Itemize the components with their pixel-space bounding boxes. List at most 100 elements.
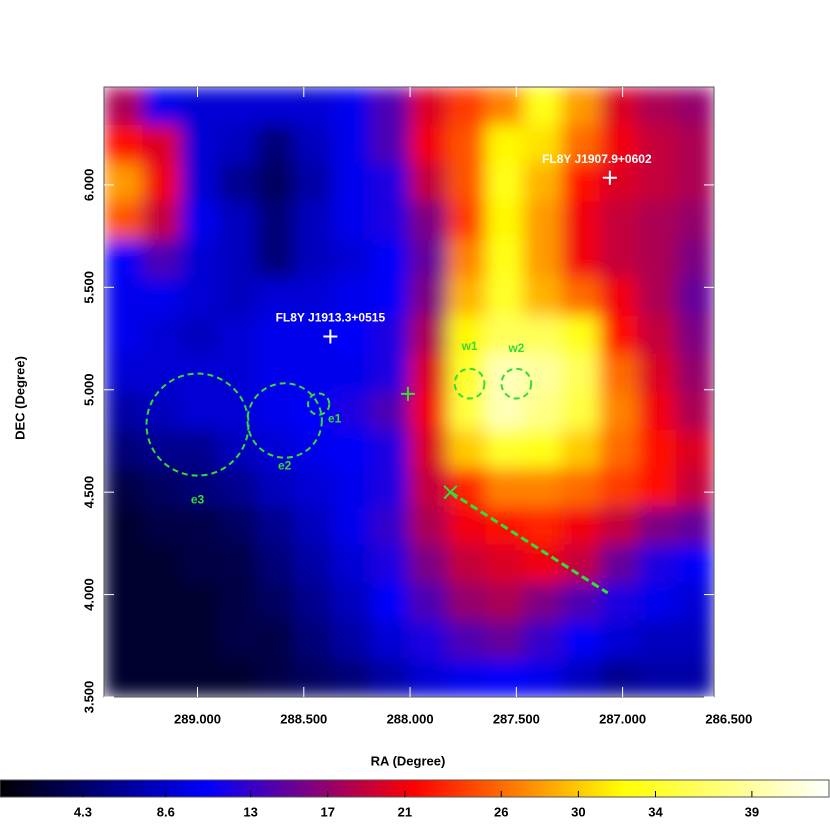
heatmap-cell — [409, 353, 448, 393]
heatmap-cell — [599, 430, 639, 469]
heatmap-cell — [675, 392, 714, 431]
heatmap-cell — [409, 506, 448, 545]
heatmap-cell — [523, 125, 562, 164]
heatmap-cell — [104, 239, 143, 279]
heatmap-cell — [142, 544, 181, 584]
source-marker — [602, 170, 617, 185]
heatmap-cell — [180, 658, 219, 697]
heatmap-cell — [104, 468, 143, 507]
heatmap-cell — [637, 125, 677, 164]
heatmap-cell — [370, 658, 410, 697]
heatmap-cell — [256, 163, 296, 202]
heatmap-cell — [637, 658, 677, 697]
heatmap-cell — [104, 658, 143, 697]
heatmap-cell — [599, 468, 639, 507]
heatmap-cell — [180, 315, 219, 355]
heatmap-cell — [256, 582, 296, 622]
heatmap-cell — [256, 125, 296, 164]
heatmap-cell — [332, 430, 372, 469]
heatmap-cell — [599, 201, 639, 240]
heatmap-cell — [294, 620, 334, 660]
heatmap-cell — [332, 620, 372, 660]
heatmap-cell — [599, 163, 639, 202]
heatmap-cell — [218, 201, 257, 240]
heatmap-cell — [447, 506, 486, 545]
heatmap-cell — [332, 125, 372, 164]
x-tick-label: 286.500 — [705, 711, 752, 726]
heatmap-cell — [523, 315, 562, 355]
heatmap-cell — [370, 544, 410, 584]
source-label: FL8Y J1913.3+0515 — [276, 311, 386, 325]
heatmap-cell — [332, 544, 372, 584]
heatmap-cell — [218, 658, 257, 697]
heatmap-cell — [256, 544, 296, 584]
heatmap-cell — [675, 658, 714, 697]
heatmap-cell — [180, 506, 219, 545]
heatmap-cell — [294, 506, 334, 545]
heatmap-cell — [523, 506, 562, 545]
y-tick-label: 4.000 — [81, 578, 96, 611]
heatmap-cell — [218, 125, 257, 164]
heatmap-cell — [370, 620, 410, 660]
heatmap-cell — [256, 353, 296, 393]
heatmap-cell — [523, 430, 562, 469]
heatmap-cell — [675, 620, 714, 660]
heatmap-cell — [332, 582, 372, 622]
heatmap-cell — [485, 163, 524, 202]
heatmap-cell — [104, 353, 143, 393]
x-tick-label: 288.000 — [387, 711, 434, 726]
heatmap-cell — [675, 239, 714, 279]
heatmap-cell — [637, 544, 677, 584]
heatmap-cell — [561, 201, 601, 240]
heatmap-cell — [637, 315, 677, 355]
heatmap-cell — [332, 392, 372, 431]
heatmap-cell — [332, 87, 372, 126]
heatmap-cell — [447, 468, 486, 507]
heatmap-cell — [180, 277, 219, 317]
heatmap-cell — [599, 506, 639, 545]
heatmap-cell — [294, 201, 334, 240]
heatmap-cell — [637, 87, 677, 126]
colorbar-tick-label: 21 — [398, 804, 412, 819]
heatmap-cell — [218, 544, 257, 584]
y-tick-label: 3.500 — [81, 681, 96, 714]
heatmap-cell — [142, 201, 181, 240]
heatmap-cell — [180, 163, 219, 202]
heatmap-cell — [523, 658, 562, 697]
heatmap-cell — [485, 658, 524, 697]
heatmap-cell — [104, 506, 143, 545]
heatmap-cell — [104, 315, 143, 355]
heatmap-cell — [523, 392, 562, 431]
heatmap-cell — [370, 506, 410, 545]
heatmap-cell — [409, 468, 448, 507]
heatmap-cell — [523, 582, 562, 622]
heatmap-cell — [256, 201, 296, 240]
heatmap-cell — [104, 430, 143, 469]
heatmap-cell — [370, 468, 410, 507]
heatmap-cell — [142, 658, 181, 697]
heatmap-cell — [218, 163, 257, 202]
heatmap-cell — [409, 315, 448, 355]
region-label: e1 — [328, 411, 342, 425]
heatmap-cell — [485, 125, 524, 164]
heatmap-cell — [370, 430, 410, 469]
heatmap-cell — [256, 315, 296, 355]
heatmap-cell — [485, 315, 524, 355]
y-tick-label: 4.500 — [81, 476, 96, 509]
heatmap-cell — [370, 353, 410, 393]
heatmap-cell — [370, 125, 410, 164]
source-label: FL8Y J1907.9+0602 — [542, 152, 652, 166]
heatmap-cell — [485, 239, 524, 279]
heatmap-cell — [447, 239, 486, 279]
heatmap-cell — [637, 582, 677, 622]
heatmap-cell — [180, 392, 219, 431]
heatmap-cell — [294, 544, 334, 584]
heatmap-cell — [104, 544, 143, 584]
heatmap-cell — [294, 125, 334, 164]
y-tick-label: 6.000 — [81, 169, 96, 202]
region — [246, 382, 323, 459]
region-label: w2 — [507, 341, 524, 355]
heatmap-cell — [409, 239, 448, 279]
heatmap-cell — [218, 506, 257, 545]
heatmap-cells — [104, 87, 714, 697]
